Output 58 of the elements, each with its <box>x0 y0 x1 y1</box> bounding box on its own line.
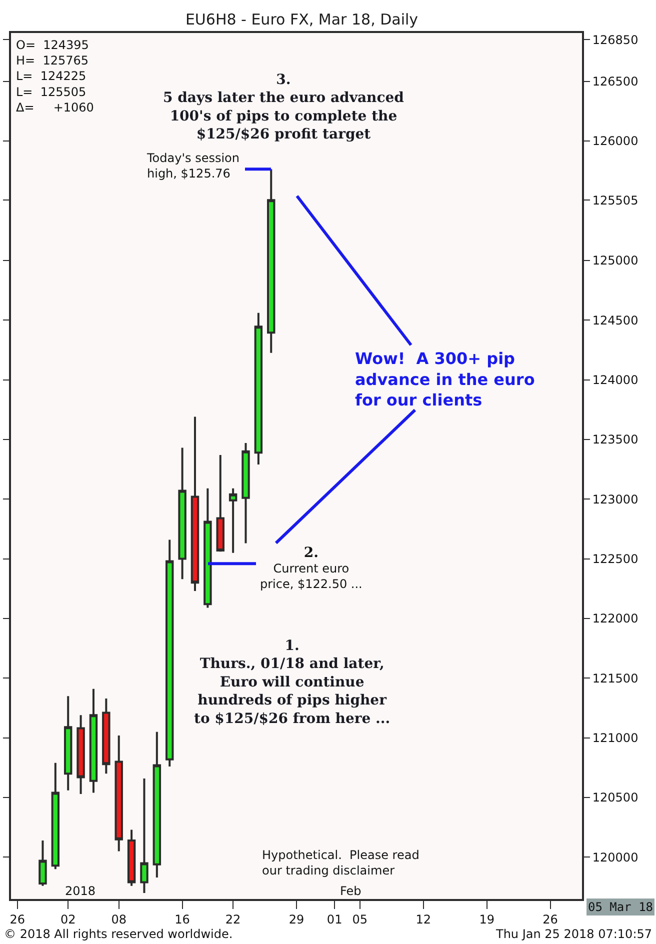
annotation: Hypothetical. Please read our trading disclaimer <box>262 848 420 878</box>
y-tick-label: 126000 <box>592 134 638 148</box>
x-tick-label: 08 <box>111 912 126 926</box>
x-tick-label: 02 <box>60 912 76 926</box>
candlestick <box>242 442 250 544</box>
y-tick-label: 126850 <box>592 32 638 47</box>
candlestick <box>114 734 123 852</box>
candlestick <box>38 840 47 887</box>
chart-title: EU6H8 - Euro FX, Mar 18, Daily <box>185 10 418 28</box>
x-tick-label: 01 <box>326 912 342 926</box>
candlestick <box>178 446 186 580</box>
y-tick-label: 125505 <box>592 193 638 208</box>
candlestick <box>152 730 162 879</box>
candlestick <box>228 487 238 554</box>
x-tick-label: 12 <box>416 912 432 926</box>
candlestick <box>166 538 174 768</box>
candlestick <box>76 714 85 795</box>
x-tick-label: 26 <box>542 912 558 926</box>
text: Thu Jan 25 2018 07:10:57 <box>495 927 652 941</box>
x-tick-label: 29 <box>288 912 304 926</box>
x-tick-label: 22 <box>225 912 241 926</box>
y-tick-label: 125000 <box>592 254 638 268</box>
candlestick <box>140 777 148 894</box>
candlestick <box>190 416 200 592</box>
y-tick-label: 123500 <box>592 432 638 447</box>
y-tick-label: 122500 <box>592 552 638 566</box>
y-tick-label: 122000 <box>592 612 638 626</box>
y-tick-label: 126500 <box>592 74 638 89</box>
x-tick-label: 16 <box>174 912 190 926</box>
candlestick <box>204 487 212 609</box>
ref-line-label: 2. Current euro price, $122.50 ... <box>260 545 362 592</box>
y-tick-label: 121000 <box>592 731 638 746</box>
y-tick-label: 124000 <box>592 372 638 387</box>
annotation: O= 124395 H= 125765 L= 124225 L= 125505 Δ= +1060 <box>16 38 94 114</box>
y-tick-label: 121500 <box>592 671 638 686</box>
annotation: 3. 5 days later the euro advanced 100's of pips to complete the $125/$26 profit target <box>163 72 404 143</box>
candlestick <box>51 762 60 870</box>
y-tick-label: 123000 <box>592 492 638 506</box>
candlestick <box>102 697 110 775</box>
x-tick-label: 19 <box>479 912 494 926</box>
ref-line-label: Today's session high, $125.76 <box>146 151 240 181</box>
x-tick-label: 05 <box>352 912 368 926</box>
x-tick-label: 26 <box>10 912 25 926</box>
y-tick-label: 124500 <box>592 313 638 328</box>
text: © 2018 All rights reserved worldwide. <box>4 927 233 941</box>
candlestick <box>254 312 263 466</box>
y-tick-label: 120500 <box>592 790 638 805</box>
y-tick-label: 120000 <box>592 850 638 864</box>
text: 05 Mar 18 <box>588 900 654 914</box>
annotation: 2018 <box>65 884 96 898</box>
annotation: Feb <box>340 884 362 898</box>
candlestick <box>89 688 98 794</box>
annotation: 1. Thurs., 01/18 and later, Euro will continue hundreds of pips higher to $125/$26 from here ... <box>194 638 390 727</box>
candlestick <box>127 828 136 887</box>
candlestick <box>64 695 72 792</box>
candlestick <box>216 454 224 553</box>
candlestick <box>267 168 276 354</box>
annotation: Wow! A 300+ pip advance in the euro for our clients <box>355 349 535 410</box>
